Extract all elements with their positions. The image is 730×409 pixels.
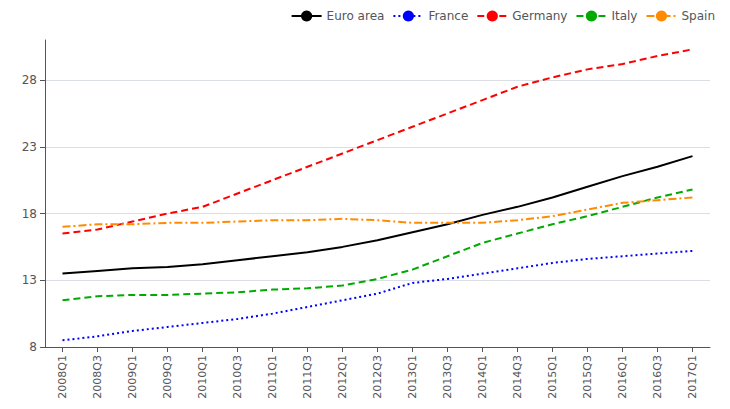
svg-text:13: 13	[22, 273, 37, 287]
svg-text:8: 8	[29, 340, 37, 354]
svg-text:2012Q3: 2012Q3	[371, 355, 384, 399]
svg-text:2017Q1: 2017Q1	[686, 355, 699, 399]
svg-text:2009Q3: 2009Q3	[161, 355, 174, 399]
svg-text:2012Q1: 2012Q1	[336, 355, 349, 399]
svg-text:2011Q1: 2011Q1	[266, 355, 279, 399]
svg-text:2011Q3: 2011Q3	[301, 355, 314, 399]
svg-text:2009Q1: 2009Q1	[126, 355, 139, 399]
svg-text:France: France	[428, 9, 468, 23]
svg-text:2008Q1: 2008Q1	[56, 355, 69, 399]
svg-text:Euro area: Euro area	[327, 9, 385, 23]
svg-text:Germany: Germany	[512, 9, 567, 23]
svg-text:2008Q3: 2008Q3	[91, 355, 104, 399]
svg-text:23: 23	[22, 140, 37, 154]
svg-text:2010Q3: 2010Q3	[231, 355, 244, 399]
svg-text:2013Q1: 2013Q1	[406, 355, 419, 399]
svg-text:2015Q3: 2015Q3	[581, 355, 594, 399]
svg-text:2014Q3: 2014Q3	[511, 355, 524, 399]
svg-text:2014Q1: 2014Q1	[476, 355, 489, 399]
svg-text:Spain: Spain	[681, 9, 715, 23]
svg-text:2015Q1: 2015Q1	[546, 355, 559, 399]
svg-text:Italy: Italy	[611, 9, 637, 23]
svg-text:2010Q1: 2010Q1	[196, 355, 209, 399]
svg-text:28: 28	[22, 73, 37, 87]
svg-text:2016Q3: 2016Q3	[651, 355, 664, 399]
svg-text:2016Q1: 2016Q1	[616, 355, 629, 399]
svg-text:18: 18	[22, 207, 37, 221]
svg-text:2013Q3: 2013Q3	[441, 355, 454, 399]
